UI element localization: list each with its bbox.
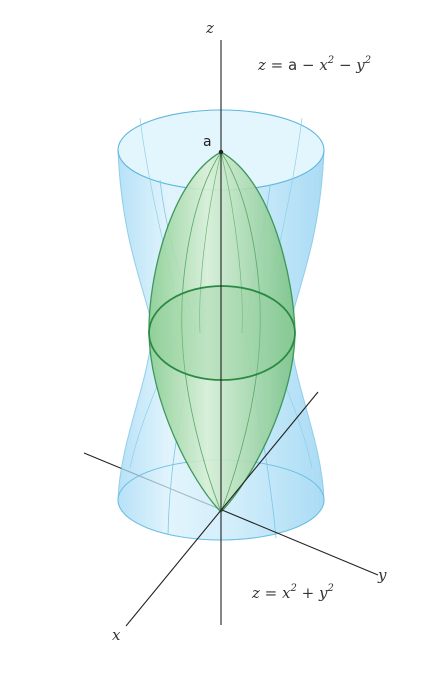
bottom-equation: z = x2 + y2 [251,583,334,602]
top-equation: z = a − x2 − y2 [257,55,371,74]
green-paraboloid-surface [148,151,296,513]
axes [125,40,379,627]
intersection-curve [148,285,296,381]
z-axis-label: z [205,19,214,37]
x-axis [125,391,319,627]
y-axis-front [221,509,379,576]
y-axis-label: y [377,566,387,584]
x-axis-label: x [112,626,121,644]
apex-label: a [203,134,212,150]
apex-point [218,149,224,155]
